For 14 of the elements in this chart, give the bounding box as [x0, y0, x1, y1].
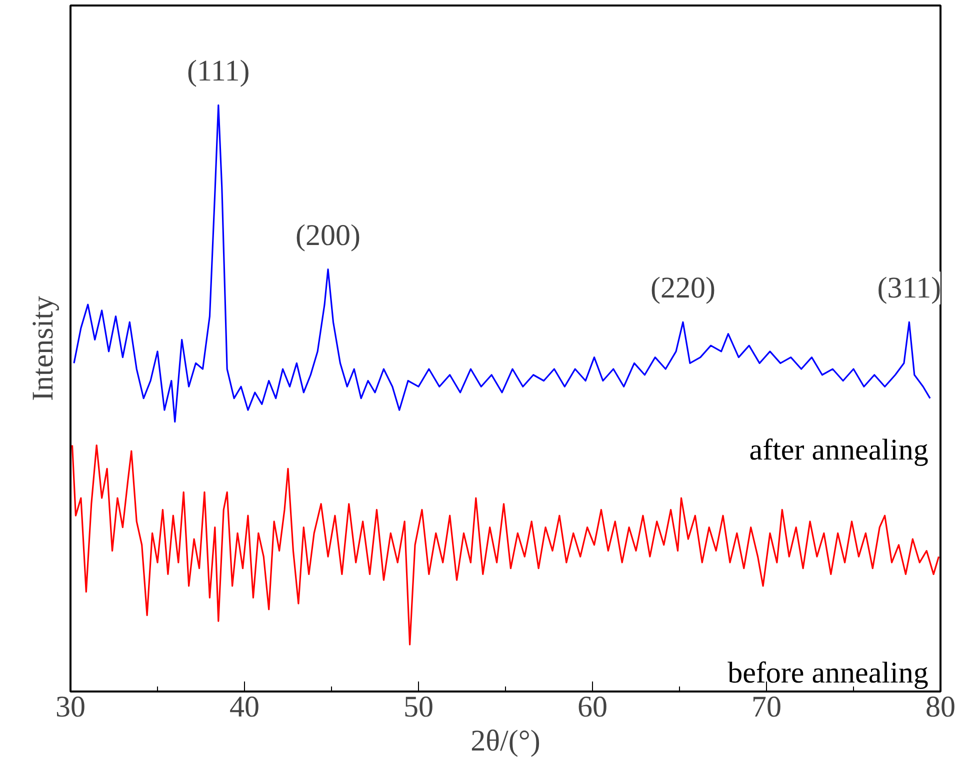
x-tick-label: 80: [926, 690, 956, 724]
x-tick-label: 60: [578, 690, 608, 724]
series-label: after annealing: [749, 434, 928, 467]
annotation: (311): [877, 272, 942, 305]
x-tick-label: 50: [404, 690, 434, 724]
annotation: (111): [187, 54, 250, 88]
x-tick-label: 40: [230, 690, 260, 724]
x-tick-label: 30: [56, 690, 86, 724]
text: before annealing: [728, 656, 928, 690]
x-axis-title: 2θ/(°): [470, 724, 540, 758]
annotation: (200): [296, 218, 361, 252]
annotation: (220): [650, 272, 716, 305]
y-axis-title: Intensity: [26, 296, 60, 401]
x-tick-label: 70: [752, 690, 782, 724]
